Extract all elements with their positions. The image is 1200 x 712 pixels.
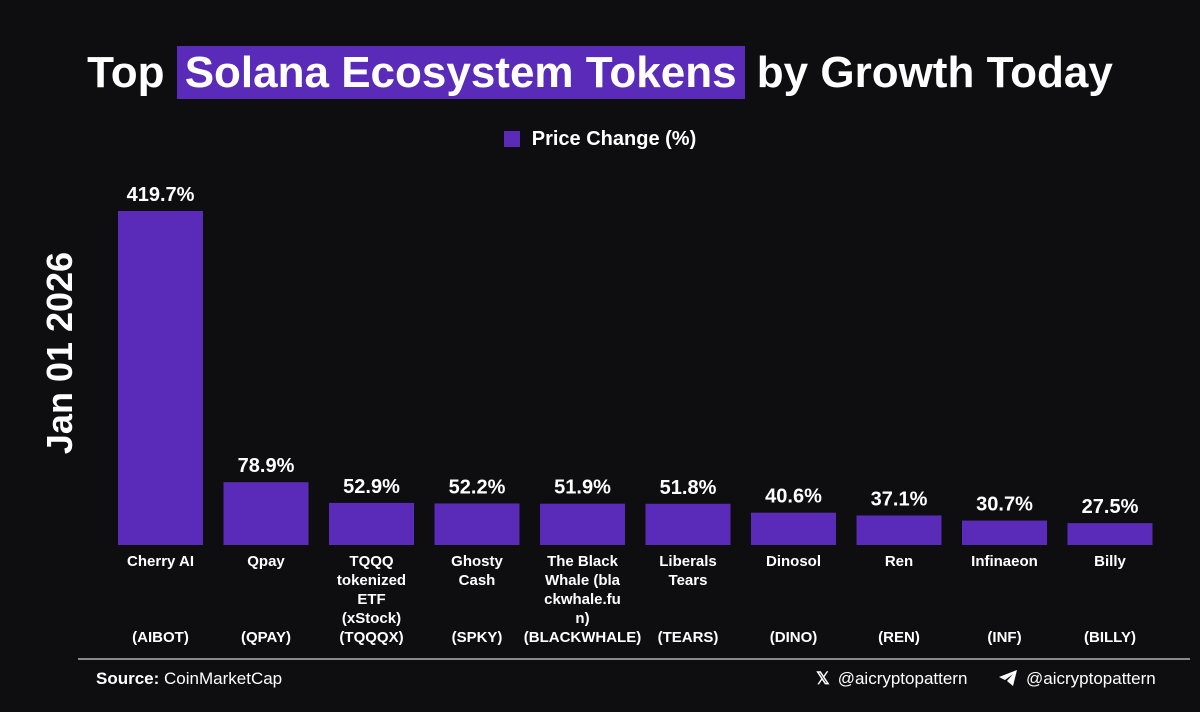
category-label-4-line-1: Whale (bla	[545, 572, 621, 589]
value-label-5: 51.8%	[660, 477, 717, 499]
category-label-4-line-3: n)	[575, 610, 589, 627]
value-label-2: 52.9%	[343, 476, 400, 498]
category-label-4-line-2: ckwhale.fu	[544, 591, 621, 608]
ticker-label-1: (QPAY)	[241, 629, 291, 646]
value-label-3: 52.2%	[449, 476, 506, 498]
bar-9	[1067, 523, 1153, 545]
category-label-4-line-0: The Black	[547, 553, 619, 570]
telegram-icon	[998, 669, 1018, 689]
category-label-0-line-0: Cherry AI	[127, 553, 194, 570]
value-label-9: 27.5%	[1082, 496, 1139, 518]
category-label-1-line-0: Qpay	[247, 553, 285, 570]
category-label-8-line-0: Infinaeon	[971, 553, 1038, 570]
value-label-8: 30.7%	[976, 494, 1033, 516]
bar-5	[645, 503, 731, 545]
bar-0	[118, 211, 203, 545]
source-label: Source:	[96, 669, 160, 688]
ticker-label-6: (DINO)	[770, 629, 818, 646]
ticker-label-4: (BLACKWHALE)	[524, 629, 641, 646]
bar-4	[540, 503, 625, 545]
bar-8	[962, 520, 1047, 545]
title-prefix: Top	[87, 48, 177, 97]
value-label-4: 51.9%	[554, 477, 611, 499]
category-label-5-line-0: Liberals	[659, 553, 717, 570]
category-label-6-line-0: Dinosol	[766, 553, 821, 570]
bar-3	[434, 503, 520, 545]
ticker-label-5: (TEARS)	[658, 629, 719, 646]
category-label-7-line-0: Ren	[885, 553, 913, 570]
category-label-2-line-0: TQQQ	[349, 553, 393, 570]
x-logo-icon: 𝕏	[816, 669, 830, 688]
legend: Price Change (%)	[0, 128, 1200, 151]
title-suffix: by Growth Today	[744, 48, 1113, 97]
source-credit: Source: CoinMarketCap	[96, 669, 282, 689]
value-label-1: 78.9%	[238, 455, 295, 477]
social-telegram[interactable]: @aicryptopattern	[998, 669, 1156, 689]
social-x[interactable]: 𝕏 @aicryptopattern	[816, 669, 967, 689]
ticker-label-8: (INF)	[987, 629, 1021, 646]
social-telegram-handle: @aicryptopattern	[1026, 669, 1156, 688]
category-label-2-line-1: tokenized	[337, 572, 406, 589]
source-value: CoinMarketCap	[164, 669, 283, 688]
title-highlight: Solana Ecosystem Tokens	[176, 46, 745, 99]
bar-2	[329, 502, 414, 545]
value-label-7: 37.1%	[871, 488, 928, 510]
bar-6	[751, 512, 836, 545]
bar-chart: 419.7% Cherry AI (AIBOT) 78.9% Qpay (QPAY) 52.…	[118, 184, 1153, 646]
social-x-handle: @aicryptopattern	[837, 669, 968, 688]
ticker-label-7: (REN)	[878, 629, 920, 646]
value-label-0: 419.7%	[127, 184, 195, 206]
legend-swatch	[503, 131, 520, 147]
ticker-label-9: (BILLY)	[1084, 629, 1136, 646]
category-label-3-line-1: Cash	[459, 572, 496, 589]
bar-7	[856, 515, 942, 545]
chart-title: Top Solana Ecosystem Tokens by Growth To…	[0, 46, 1200, 99]
category-label-5-line-1: Tears	[669, 572, 708, 589]
ticker-label-3: (SPKY)	[452, 629, 503, 646]
value-label-6: 40.6%	[765, 486, 822, 508]
category-label-9-line-0: Billy	[1094, 553, 1126, 570]
category-label-2-line-2: ETF	[357, 591, 385, 608]
footer-divider	[78, 658, 1190, 660]
ticker-label-2: (TQQQX)	[339, 629, 403, 646]
ticker-label-0: (AIBOT)	[132, 629, 189, 646]
legend-label: Price Change (%)	[531, 128, 697, 150]
bar-1	[223, 482, 309, 545]
category-label-3-line-0: Ghosty	[451, 553, 503, 570]
category-label-2-line-3: (xStock)	[342, 610, 401, 627]
